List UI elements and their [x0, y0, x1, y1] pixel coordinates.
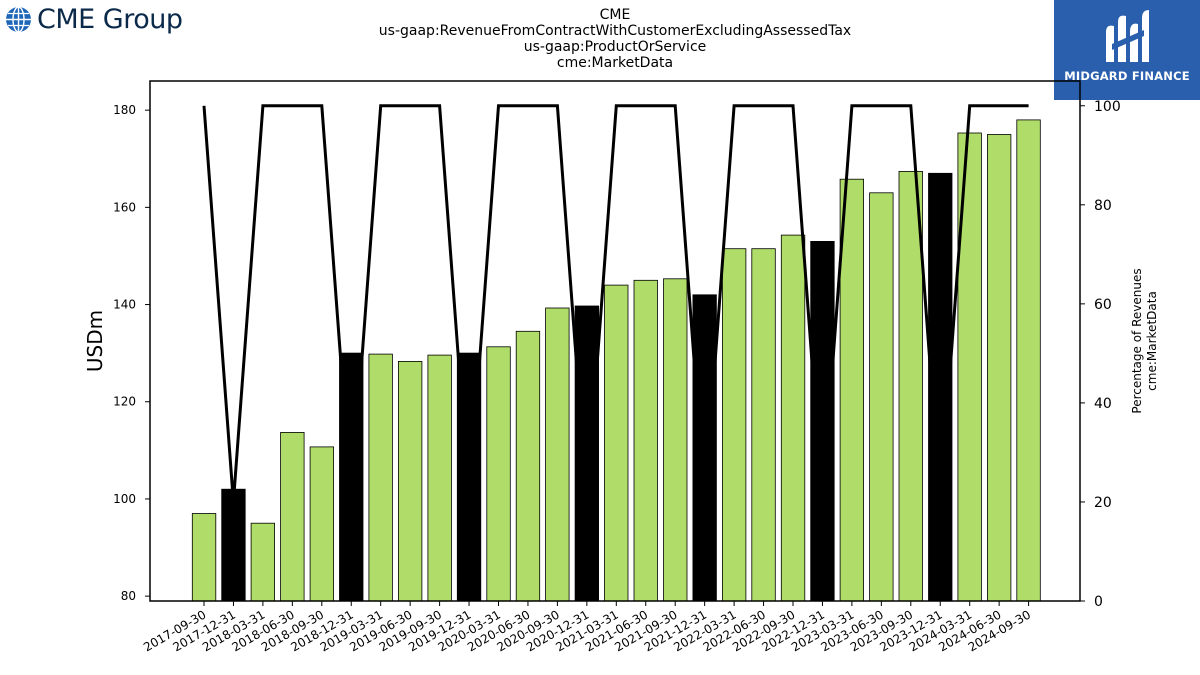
y-tick-label-180: 180 [113, 103, 136, 117]
bar-2021-06-30 [633, 279, 658, 602]
y-tick-label-100: 100 [113, 492, 136, 506]
x-axis: 2017-09-302017-12-312018-03-312018-06-30… [141, 601, 1033, 654]
y-tick-label-120: 120 [113, 395, 136, 409]
y2-tick-label-0: 0 [1094, 594, 1103, 610]
bar-2020-12-31 [574, 305, 599, 602]
title-line-3: us-gaap:ProductOrService [523, 39, 707, 55]
title-line-1: CME [599, 7, 631, 23]
revenue-bars [191, 119, 1041, 602]
y-tick-label-140: 140 [113, 298, 136, 312]
y-tick-label-80: 80 [121, 589, 136, 603]
y2-axis-label-line-1: Percentage of Revenues [1130, 268, 1144, 413]
left-axis: 80 100 120 140 160 180 [113, 103, 150, 603]
globe-icon [6, 5, 31, 33]
right-axis: 0 20 40 60 80 100 [1080, 99, 1121, 610]
y2-tick-label-20: 20 [1094, 495, 1112, 511]
cme-group-logo: CME Group [5, 3, 183, 35]
bar-2022-12-31 [810, 240, 835, 602]
bar-2023-03-31 [839, 178, 864, 602]
y-tick-label-160: 160 [113, 200, 136, 214]
percentage-line [202, 104, 1029, 503]
watermark-text: MIDGARD FINANCE [1064, 69, 1190, 83]
bar-2022-06-30 [751, 248, 776, 602]
bar-2020-06-30 [515, 330, 541, 602]
y-axis-label: USDm [83, 310, 107, 372]
bar-2023-06-30 [869, 192, 894, 602]
bar-2021-03-31 [604, 284, 629, 602]
y2-tick-label-100: 100 [1094, 99, 1121, 115]
bar-2022-03-31 [722, 248, 747, 602]
logo-text: CME Group [37, 3, 183, 35]
bar-2021-09-30 [663, 278, 688, 602]
bar-2022-09-30 [780, 234, 806, 602]
bar-2017-09-30 [191, 513, 217, 602]
bar-2023-09-30 [898, 170, 923, 602]
bar-2024-06-30 [987, 134, 1012, 602]
bar-2018-03-31 [250, 522, 276, 602]
bar-2019-03-31 [368, 353, 393, 602]
y2-axis-label-line-2: cme:MarketData [1145, 291, 1159, 391]
bar-2024-09-30 [1016, 119, 1041, 602]
title-line-2: us-gaap:RevenueFromContractWithCustomerE… [378, 23, 852, 39]
chart-title: CME us-gaap:RevenueFromContractWithCusto… [365, 7, 865, 71]
y2-tick-label-40: 40 [1094, 396, 1112, 412]
title-line-4: cme:MarketData [556, 55, 674, 71]
plot-frame [149, 80, 1081, 602]
bar-2018-09-30 [309, 446, 335, 602]
bar-2020-09-30 [545, 307, 570, 602]
bar-2017-12-31 [221, 488, 246, 602]
bar-2021-12-31 [692, 294, 717, 602]
bar-2019-06-30 [397, 360, 423, 602]
midgard-logo-icon [1106, 10, 1149, 63]
y2-tick-label-60: 60 [1094, 297, 1112, 313]
midgard-finance-watermark: MIDGARD FINANCE [1054, 0, 1200, 100]
bar-2020-03-31 [486, 346, 511, 602]
bar-2018-06-30 [280, 431, 305, 602]
y2-tick-label-80: 80 [1094, 198, 1112, 214]
bar-2019-09-30 [427, 354, 452, 602]
